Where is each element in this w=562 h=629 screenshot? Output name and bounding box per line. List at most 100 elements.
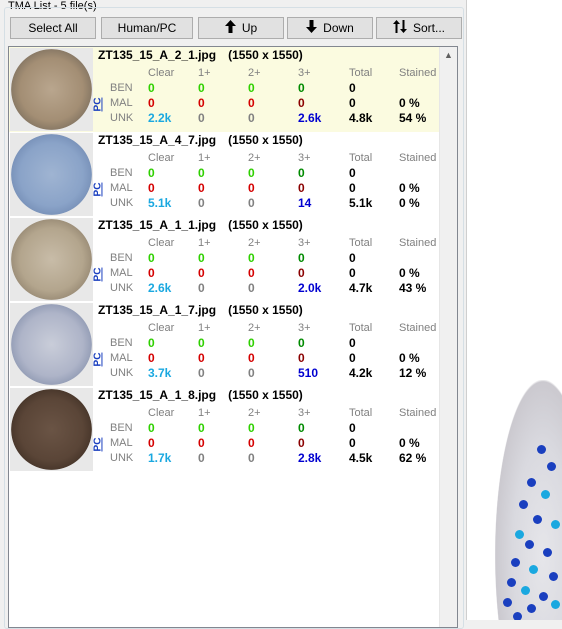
sort-arrows-icon bbox=[392, 20, 407, 36]
unk-clear-value: 3.7k bbox=[148, 366, 172, 380]
ben-clear-value: 0 bbox=[148, 336, 155, 350]
up-button[interactable]: Up bbox=[198, 17, 284, 39]
column-header: Clear bbox=[148, 322, 175, 334]
column-header: 3+ bbox=[298, 237, 311, 249]
unk-stained-value: 43 % bbox=[399, 281, 427, 295]
mal-stained-value: 0 % bbox=[399, 181, 420, 195]
mal-total-value: 0 bbox=[349, 436, 356, 450]
scroll-up-icon[interactable]: ▲ bbox=[444, 50, 453, 60]
unk-1-value: 0 bbox=[198, 366, 205, 380]
unk-3-value: 2.6k bbox=[298, 111, 322, 125]
detection-dot bbox=[503, 598, 512, 607]
detection-dot bbox=[533, 515, 542, 524]
row-label-unk: UNK bbox=[110, 112, 134, 124]
mal-1-value: 0 bbox=[198, 96, 205, 110]
mal-clear-value: 0 bbox=[148, 266, 155, 280]
row-label-unk: UNK bbox=[110, 452, 134, 464]
tma-list-item[interactable]: ZT135_15_A_1_7.jpg (1550 x 1550) PC Clear 1+… bbox=[9, 302, 439, 387]
column-header: 3+ bbox=[298, 407, 311, 419]
pc-label[interactable]: PC bbox=[92, 182, 104, 197]
column-header: 3+ bbox=[298, 152, 311, 164]
unk-3-value: 510 bbox=[298, 366, 319, 380]
detection-dot bbox=[521, 586, 530, 595]
unk-clear-value: 2.2k bbox=[148, 111, 172, 125]
mal-2-value: 0 bbox=[248, 266, 255, 280]
select-all-button[interactable]: Select All bbox=[10, 17, 96, 39]
column-header: Stained bbox=[399, 237, 437, 249]
ben-total-value: 0 bbox=[349, 421, 356, 435]
column-header: 1+ bbox=[198, 322, 211, 334]
image-dimensions: (1550 x 1550) bbox=[228, 303, 303, 317]
detection-dot bbox=[543, 548, 552, 557]
unk-3-value: 2.0k bbox=[298, 281, 322, 295]
mal-clear-value: 0 bbox=[148, 181, 155, 195]
down-button[interactable]: Down bbox=[287, 17, 373, 39]
column-header: 3+ bbox=[298, 67, 311, 79]
unk-total-value: 4.2k bbox=[349, 366, 373, 380]
tma-list-item[interactable]: ZT135_15_A_4_7.jpg (1550 x 1550) PC Clear 1+… bbox=[9, 132, 439, 217]
detection-dot bbox=[547, 462, 556, 471]
ben-total-value: 0 bbox=[349, 166, 356, 180]
mal-stained-value: 0 % bbox=[399, 436, 420, 450]
mal-2-value: 0 bbox=[248, 181, 255, 195]
sort-label: Sort... bbox=[412, 21, 445, 35]
column-header: 1+ bbox=[198, 407, 211, 419]
column-header: 2+ bbox=[248, 237, 261, 249]
column-header: Total bbox=[349, 322, 373, 334]
row-label-ben: BEN bbox=[110, 252, 133, 264]
mal-3-value: 0 bbox=[298, 351, 305, 365]
sort-button[interactable]: Sort... bbox=[376, 17, 462, 39]
ben-3-value: 0 bbox=[298, 421, 305, 435]
unk-clear-value: 1.7k bbox=[148, 451, 172, 465]
unk-clear-value: 2.6k bbox=[148, 281, 172, 295]
ben-total-value: 0 bbox=[349, 336, 356, 350]
ben-1-value: 0 bbox=[198, 251, 205, 265]
mal-2-value: 0 bbox=[248, 96, 255, 110]
tma-list-item[interactable]: ZT135_15_A_1_1.jpg (1550 x 1550) PC Clear 1+… bbox=[9, 217, 439, 302]
ben-1-value: 0 bbox=[198, 336, 205, 350]
mal-1-value: 0 bbox=[198, 351, 205, 365]
tma-thumbnail bbox=[10, 48, 93, 131]
ben-2-value: 0 bbox=[248, 166, 255, 180]
arrow-up-icon bbox=[224, 20, 236, 36]
panel-title: TMA List - 5 file(s) bbox=[8, 0, 97, 12]
pc-label[interactable]: PC bbox=[92, 352, 104, 367]
mal-clear-value: 0 bbox=[148, 96, 155, 110]
tma-thumbnail bbox=[10, 218, 93, 301]
ben-1-value: 0 bbox=[198, 166, 205, 180]
column-header: Total bbox=[349, 237, 373, 249]
unk-total-value: 5.1k bbox=[349, 196, 373, 210]
ben-clear-value: 0 bbox=[148, 81, 155, 95]
unk-2-value: 0 bbox=[248, 196, 255, 210]
file-name: ZT135_15_A_1_1.jpg bbox=[98, 218, 217, 232]
image-viewer[interactable] bbox=[466, 0, 562, 620]
tma-list-item[interactable]: ZT135_15_A_1_8.jpg (1550 x 1550) PC Clear 1+… bbox=[9, 387, 439, 472]
pc-label[interactable]: PC bbox=[92, 267, 104, 282]
tma-list-item[interactable]: ZT135_15_A_2_1.jpg (1550 x 1550) PC Clear 1+… bbox=[9, 47, 439, 132]
unk-stained-value: 62 % bbox=[399, 451, 427, 465]
pc-label[interactable]: PC bbox=[92, 437, 104, 452]
unk-3-value: 14 bbox=[298, 196, 312, 210]
ben-1-value: 0 bbox=[198, 421, 205, 435]
ben-2-value: 0 bbox=[248, 81, 255, 95]
mal-3-value: 0 bbox=[298, 181, 305, 195]
ben-3-value: 0 bbox=[298, 251, 305, 265]
unk-1-value: 0 bbox=[198, 451, 205, 465]
vertical-scrollbar[interactable]: ▲ bbox=[439, 47, 457, 627]
detection-dot bbox=[537, 445, 546, 454]
unk-clear-value: 5.1k bbox=[148, 196, 172, 210]
ben-total-value: 0 bbox=[349, 251, 356, 265]
pc-label[interactable]: PC bbox=[92, 97, 104, 112]
ben-clear-value: 0 bbox=[148, 421, 155, 435]
unk-2-value: 0 bbox=[248, 451, 255, 465]
human-pc-button[interactable]: Human/PC bbox=[101, 17, 193, 39]
tma-core-image bbox=[11, 389, 92, 470]
unk-3-value: 2.8k bbox=[298, 451, 322, 465]
detection-dot bbox=[551, 520, 560, 529]
tma-list[interactable]: ZT135_15_A_2_1.jpg (1550 x 1550) PC Clear 1+… bbox=[8, 46, 458, 628]
unk-1-value: 0 bbox=[198, 281, 205, 295]
ben-2-value: 0 bbox=[248, 251, 255, 265]
ben-1-value: 0 bbox=[198, 81, 205, 95]
mal-total-value: 0 bbox=[349, 266, 356, 280]
mal-1-value: 0 bbox=[198, 181, 205, 195]
